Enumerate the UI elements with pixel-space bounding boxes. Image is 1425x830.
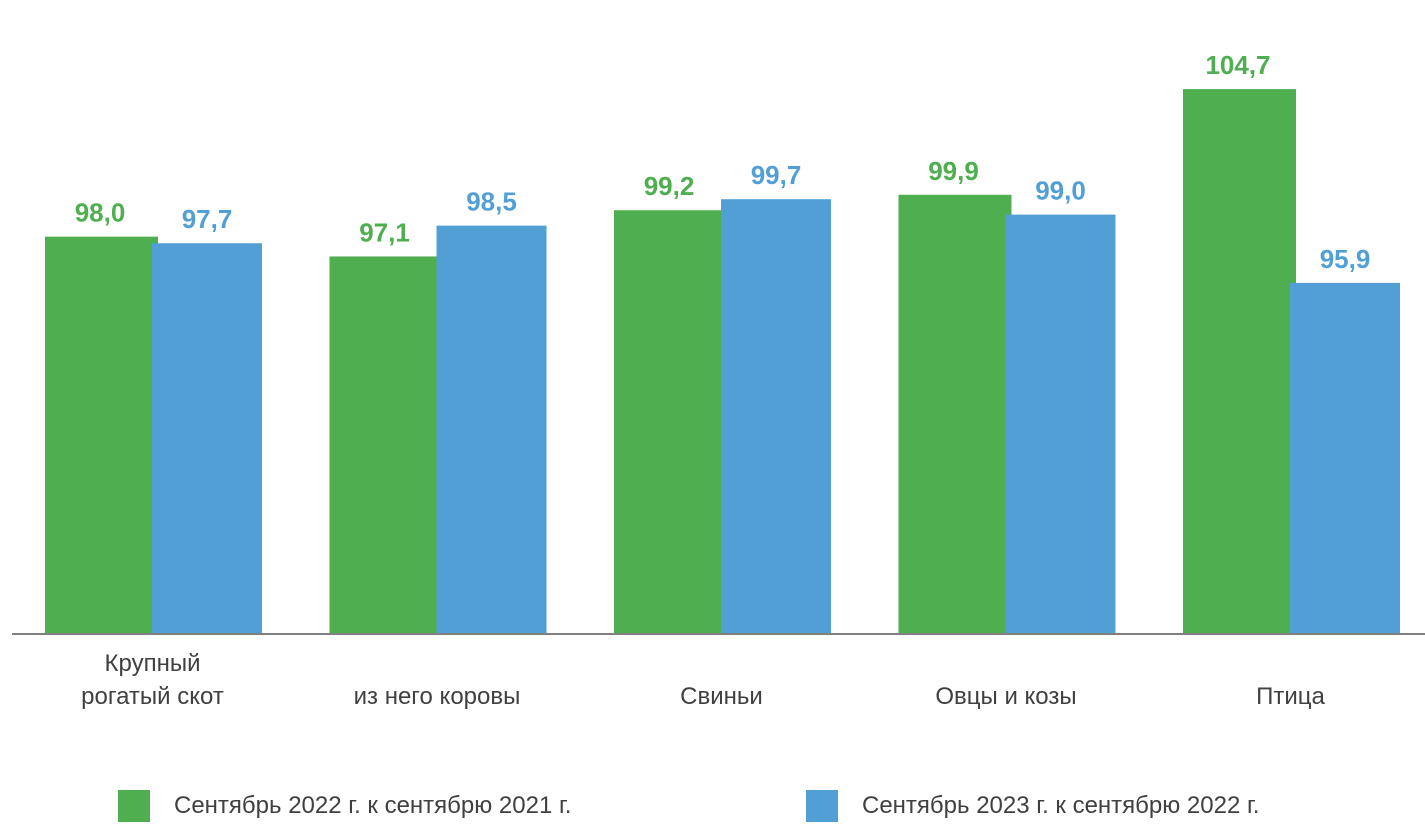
category-label-2: из него коровы bbox=[354, 683, 521, 710]
legend-item-series-2: Сентябрь 2023 г. к сентябрю 2022 г. bbox=[806, 790, 1259, 822]
bar-series-2-cat-1 bbox=[152, 243, 262, 633]
legend-item-series-1: Сентябрь 2022 г. к сентябрю 2021 г. bbox=[118, 790, 571, 822]
bar-series-2-cat-4 bbox=[1005, 214, 1116, 633]
category-label-3: Свиньи bbox=[680, 683, 763, 710]
value-label-series-2-cat-4: 99,0 bbox=[1035, 176, 1086, 206]
bar-series-2-cat-2 bbox=[436, 225, 547, 633]
bar-series-2-cat-3 bbox=[721, 199, 831, 633]
value-label-series-1-cat-2: 97,1 bbox=[359, 217, 410, 247]
value-label-series-1-cat-4: 99,9 bbox=[928, 156, 979, 186]
category-label-4: Овцы и козы bbox=[935, 683, 1076, 710]
value-labels-group: 98,0 97,7 97,1 98,5 99,2 99,7 99,9 99,0 104,7 95,… bbox=[75, 50, 1371, 274]
bar-series-1-cat-4 bbox=[898, 194, 1012, 633]
bar-series-2-cat-5 bbox=[1290, 282, 1400, 633]
bar-series-1-cat-3 bbox=[614, 210, 727, 633]
value-label-series-2-cat-1: 97,7 bbox=[182, 204, 233, 234]
bars-group bbox=[45, 89, 1400, 633]
value-label-series-1-cat-1: 98,0 bbox=[75, 198, 126, 228]
bar-series-1-cat-5 bbox=[1183, 89, 1296, 633]
category-label-1: Крупный рогатый скот bbox=[81, 650, 224, 710]
category-labels-group: Крупный рогатый скот из него коровы Свиньи О… bbox=[81, 650, 1325, 710]
bar-series-1-cat-2 bbox=[329, 256, 443, 633]
legend-label-series-1: Сентябрь 2022 г. к сентябрю 2021 г. bbox=[174, 792, 572, 819]
value-label-series-2-cat-5: 95,9 bbox=[1320, 244, 1371, 274]
legend-label-series-2: Сентябрь 2023 г. к сентябрю 2022 г. bbox=[862, 792, 1260, 819]
category-label-5: Птица bbox=[1256, 683, 1325, 710]
value-label-series-1-cat-5: 104,7 bbox=[1205, 50, 1270, 80]
legend-swatch-series-1 bbox=[118, 790, 150, 822]
bar-series-1-cat-1 bbox=[45, 236, 158, 633]
legend-swatch-series-2 bbox=[806, 790, 838, 822]
legend: Сентябрь 2022 г. к сентябрю 2021 г. Сент… bbox=[0, 790, 1425, 830]
value-label-series-1-cat-3: 99,2 bbox=[644, 171, 695, 201]
value-label-series-2-cat-2: 98,5 bbox=[466, 187, 517, 217]
bar-chart: 98,0 97,7 97,1 98,5 99,2 99,7 99,9 99,0 104,7 95,… bbox=[12, 50, 1425, 710]
value-label-series-2-cat-3: 99,7 bbox=[751, 160, 802, 190]
